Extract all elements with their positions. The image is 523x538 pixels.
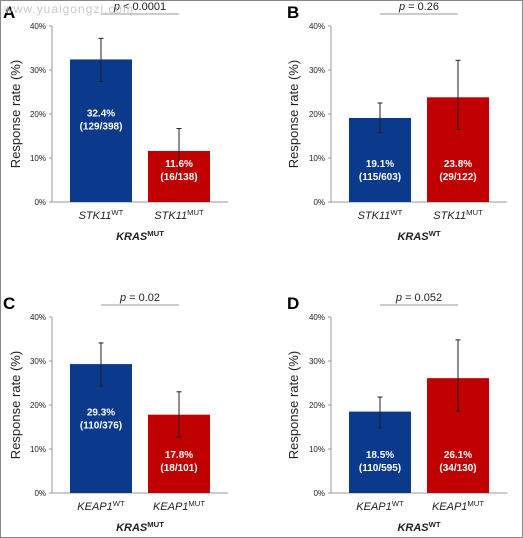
y-tick-label: 0% xyxy=(313,489,325,498)
y-tick-label: 40% xyxy=(30,22,46,31)
data-label-count: (129/398) xyxy=(80,121,123,132)
p-value-label: p < 0.0001 xyxy=(113,1,166,13)
panel-letter: A xyxy=(3,3,15,22)
bar xyxy=(70,59,132,202)
x-axis-group-label: KRASMUT xyxy=(116,520,164,534)
p-value-label: p = 0.26 xyxy=(398,1,439,13)
chart-panel-a: A 0% 10% 20% 30% 40% Response rate (%) 32.4% (12… xyxy=(3,1,228,243)
p-value-label: p = 0.02 xyxy=(119,292,160,304)
data-label-count: (34/130) xyxy=(439,463,476,474)
data-label-count: (16/138) xyxy=(160,172,197,183)
chart-panel-b: B 0% 10% 20% 30% 40% Response rate (%) 19.1% (11… xyxy=(286,1,507,243)
y-tick-label: 40% xyxy=(309,22,325,31)
y-tick-label: 0% xyxy=(34,198,46,207)
y-axis-label: Response rate (%) xyxy=(286,351,301,459)
y-tick-label: 20% xyxy=(309,110,325,119)
y-tick-label: 30% xyxy=(309,357,325,366)
data-label-count: (18/101) xyxy=(160,463,197,474)
y-tick-label: 10% xyxy=(309,445,325,454)
data-label-percent: 29.3% xyxy=(87,408,115,419)
data-label-count: (115/603) xyxy=(359,172,401,183)
p-value-label: p = 0.052 xyxy=(395,292,442,304)
data-label-percent: 11.6% xyxy=(165,159,193,170)
y-tick-label: 40% xyxy=(30,313,46,322)
y-axis-label: Response rate (%) xyxy=(8,60,23,168)
chart-panel-c: C 0% 10% 20% 30% 40% Response rate (%) 29.3% (11… xyxy=(3,292,228,534)
chart-panel-d: D 0% 10% 20% 30% 40% Response rate (%) 18.5% (11… xyxy=(286,292,507,534)
y-axis-label: Response rate (%) xyxy=(286,60,301,168)
panel-letter: C xyxy=(3,294,15,313)
x-tick-label: STK11MUT xyxy=(154,208,204,222)
data-label-percent: 23.8% xyxy=(444,159,472,170)
x-tick-label: KEAP1WT xyxy=(77,499,125,513)
data-label-percent: 17.8% xyxy=(165,450,193,461)
panel-letter: D xyxy=(287,294,299,313)
y-tick-label: 10% xyxy=(30,154,46,163)
x-tick-label: KEAP1MUT xyxy=(432,499,484,513)
data-label-percent: 18.5% xyxy=(366,450,394,461)
data-label-percent: 26.1% xyxy=(444,450,472,461)
panel-letter: B xyxy=(287,3,299,22)
y-tick-label: 30% xyxy=(30,357,46,366)
y-tick-label: 20% xyxy=(30,110,46,119)
y-tick-label: 10% xyxy=(30,445,46,454)
x-tick-label: STK11WT xyxy=(358,208,403,222)
data-label-count: (110/376) xyxy=(80,421,122,432)
x-tick-label: STK11MUT xyxy=(433,208,483,222)
y-tick-label: 20% xyxy=(309,401,325,410)
x-axis-group-label: KRASWT xyxy=(397,229,440,243)
watermark: www.yuaigongzi.com xyxy=(4,2,135,16)
x-tick-label: STK11WT xyxy=(79,208,124,222)
y-tick-label: 40% xyxy=(309,313,325,322)
data-label-percent: 32.4% xyxy=(87,108,115,119)
x-tick-label: KEAP1WT xyxy=(356,499,404,513)
data-label-percent: 19.1% xyxy=(366,159,394,170)
y-tick-label: 30% xyxy=(30,66,46,75)
x-axis-group-label: KRASMUT xyxy=(116,229,164,243)
x-tick-label: KEAP1MUT xyxy=(153,499,205,513)
y-tick-label: 0% xyxy=(34,489,46,498)
y-tick-label: 20% xyxy=(30,401,46,410)
y-axis-label: Response rate (%) xyxy=(8,351,23,459)
x-axis-group-label: KRASWT xyxy=(397,520,440,534)
y-tick-label: 10% xyxy=(309,154,325,163)
y-tick-label: 30% xyxy=(309,66,325,75)
y-tick-label: 0% xyxy=(313,198,325,207)
data-label-count: (110/595) xyxy=(359,463,401,474)
data-label-count: (29/122) xyxy=(439,172,476,183)
